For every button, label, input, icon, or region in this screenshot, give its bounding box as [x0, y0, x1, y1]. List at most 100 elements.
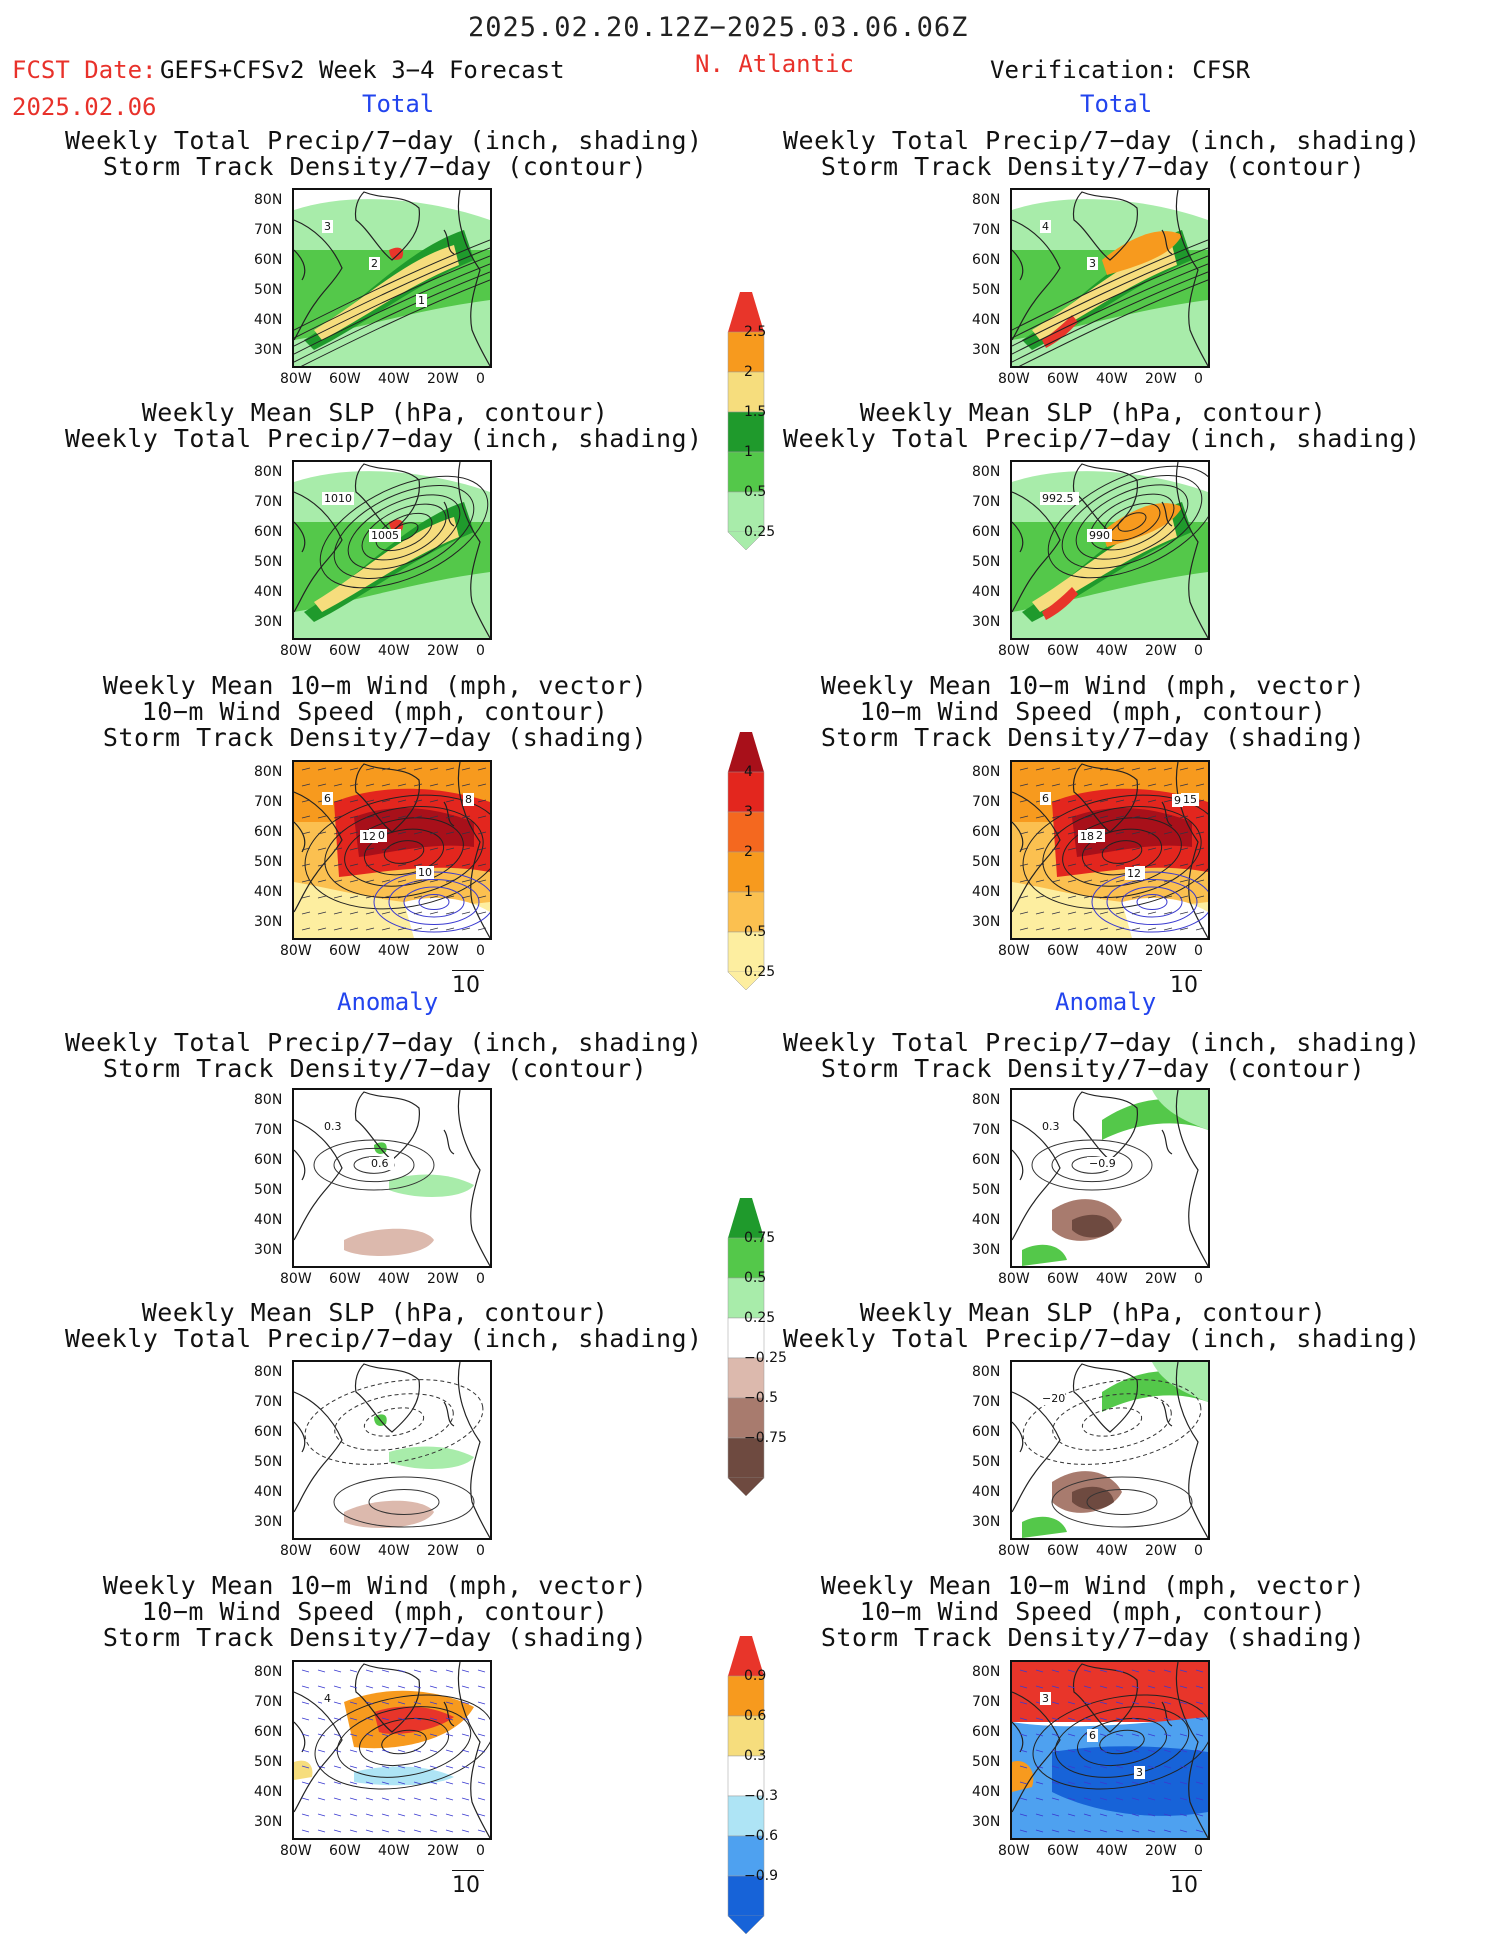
svg-text:15: 15: [1183, 793, 1197, 806]
forecast-total-wind-track-lat-tick: 40N: [254, 884, 283, 900]
verification-total-precip-track-title-line-2: Storm Track Density/7−day (contour): [820, 152, 1366, 181]
forecast-total-precip-track-lon-tick: 20W: [427, 371, 459, 387]
verification-anomaly-precip-track-lat-tick: 60N: [972, 1152, 1001, 1168]
forecast-anomaly-wind-track-lat-tick: 70N: [254, 1694, 283, 1710]
forecast-total-wind-track-lon-tick: 80W: [280, 943, 312, 959]
verification-total-slp-precip-lat-tick: 30N: [972, 614, 1001, 630]
verification-total-wind-track-contour-label: 9: [1172, 794, 1183, 807]
verification-total-wind-track-map: 61291518129: [1010, 760, 1210, 940]
svg-text:1: 1: [418, 294, 425, 307]
svg-text:6: 6: [1042, 792, 1049, 805]
verification-anomaly-precip-track-lon-tick: 80W: [998, 1271, 1030, 1287]
colorbar-total-precip-label: 2.5: [744, 324, 767, 340]
left-anomaly-label: Anomaly: [337, 988, 439, 1016]
forecast-total-wind-track-map: 61010812: [292, 760, 492, 940]
forecast-total-wind-track-contour-label: 10: [416, 866, 434, 879]
colorbar-total-track-label: 0.5: [744, 924, 767, 940]
verification-anomaly-precip-track-lon-tick: 60W: [1047, 1271, 1079, 1287]
svg-text:6: 6: [1089, 1729, 1096, 1742]
verification-total-slp-precip-contour-label: 990: [1087, 529, 1112, 542]
forecast-anomaly-wind-track-lon-tick: 0: [476, 1843, 485, 1859]
svg-text:6: 6: [324, 792, 331, 805]
verification-total-wind-track-lat-tick: 80N: [972, 764, 1001, 780]
forecast-total-wind-track-vector-scale: 10: [452, 970, 484, 998]
verification-anomaly-precip-track-lat-tick: 50N: [972, 1182, 1001, 1198]
forecast-total-precip-track-lon-tick: 0: [476, 371, 485, 387]
forecast-total-slp-precip-lon-tick: 80W: [280, 643, 312, 659]
verification-total-wind-track-lat-tick: 50N: [972, 854, 1001, 870]
verification-anomaly-precip-track-title-line-2: Storm Track Density/7−day (contour): [820, 1054, 1366, 1083]
colorbar-total-precip-label: 1: [744, 444, 753, 460]
forecast-total-precip-track-lat-tick: 50N: [254, 282, 283, 298]
forecast-anomaly-precip-track-lon-tick: 40W: [378, 1271, 410, 1287]
verification-total-precip-track-lat-tick: 80N: [972, 192, 1001, 208]
colorbar-total-track-label: 0.25: [744, 964, 776, 980]
verification-total-precip-track-lat-tick: 50N: [972, 282, 1001, 298]
verification-total-wind-track-lon-tick: 60W: [1047, 943, 1079, 959]
forecast-anomaly-wind-track-lon-tick: 80W: [280, 1843, 312, 1859]
verification-anomaly-wind-track-lon-tick: 60W: [1047, 1843, 1079, 1859]
svg-text:1005: 1005: [371, 529, 399, 542]
verification-total-precip-track-lat-tick: 70N: [972, 222, 1001, 238]
verification-anomaly-slp-precip-title-line-2: Weekly Total Precip/7−day (inch, shading…: [783, 1324, 1421, 1353]
verification-anomaly-slp-precip-title-line-1: Weekly Mean SLP (hPa, contour): [859, 1298, 1327, 1327]
forecast-anomaly-wind-track-lon-tick: 20W: [427, 1843, 459, 1859]
verification-total-wind-track-vector-scale: 10: [1170, 970, 1202, 998]
colorbar-total-track-label: 3: [744, 804, 753, 820]
verification-total-slp-precip-lat-tick: 60N: [972, 524, 1001, 540]
colorbar-total-precip-label: 1.5: [744, 404, 767, 420]
verification-anomaly-slp-precip-lat-tick: 70N: [972, 1394, 1001, 1410]
verification-anomaly-wind-track-lon-tick: 0: [1194, 1843, 1203, 1859]
verification-total-wind-track-title-line-3: Storm Track Density/7−day (shading): [820, 723, 1366, 752]
verification-anomaly-slp-precip-lat-tick: 60N: [972, 1424, 1001, 1440]
forecast-total-slp-precip-lat-tick: 80N: [254, 464, 283, 480]
verification-total-precip-track-contour-label: 3: [1087, 257, 1098, 270]
colorbar-total-track-label: 1: [744, 884, 753, 900]
verification-total-precip-track-lon-tick: 40W: [1096, 371, 1128, 387]
forecast-total-precip-track-contour-label: 3: [322, 220, 333, 233]
forecast-total-wind-track-lon-tick: 60W: [329, 943, 361, 959]
forecast-anomaly-slp-precip-lat-tick: 60N: [254, 1424, 283, 1440]
forecast-anomaly-precip-track-lat-tick: 80N: [254, 1092, 283, 1108]
fcst-model-label: GEFS+CFSv2 Week 3−4 Forecast: [160, 56, 565, 84]
verification-total-wind-track-lat-tick: 30N: [972, 914, 1001, 930]
verification-anomaly-slp-precip-lat-tick: 40N: [972, 1484, 1001, 1500]
verification-anomaly-wind-track-lat-tick: 80N: [972, 1664, 1001, 1680]
svg-text:0.6: 0.6: [371, 1157, 389, 1170]
colorbar-total-precip-label: 2: [744, 364, 753, 380]
forecast-total-wind-track-contour-label: 12: [360, 830, 378, 843]
verification-total-slp-precip-lat-tick: 50N: [972, 554, 1001, 570]
forecast-total-wind-track-contour-label: 8: [463, 793, 474, 806]
colorbar-total-precip: [727, 292, 765, 551]
verification-anomaly-precip-track-lat-tick: 70N: [972, 1122, 1001, 1138]
forecast-anomaly-wind-track-lat-tick: 30N: [254, 1814, 283, 1830]
forecast-anomaly-wind-track-lat-tick: 40N: [254, 1784, 283, 1800]
verification-total-slp-precip-lon-tick: 80W: [998, 643, 1030, 659]
verification-total-wind-track-lat-tick: 40N: [972, 884, 1001, 900]
forecast-anomaly-precip-track-map: 0.3 0.6: [292, 1088, 492, 1268]
forecast-anomaly-slp-precip-lon-tick: 20W: [427, 1543, 459, 1559]
verification-total-slp-precip-lon-tick: 20W: [1145, 643, 1177, 659]
verification-anomaly-wind-track-lat-tick: 30N: [972, 1814, 1001, 1830]
forecast-total-wind-track-title-line-1: Weekly Mean 10−m Wind (mph, vector): [102, 671, 648, 700]
forecast-total-wind-track-title-line-2: 10−m Wind Speed (mph, contour): [141, 697, 609, 726]
verification-total-slp-precip-title-line-1: Weekly Mean SLP (hPa, contour): [859, 398, 1327, 427]
forecast-total-slp-precip-lon-tick: 20W: [427, 643, 459, 659]
forecast-total-precip-track-contour-label: 2: [369, 257, 380, 270]
fcst-date-label: FCST Date:: [12, 56, 157, 84]
forecast-anomaly-precip-track-contour-label: 0.6: [369, 1157, 394, 1170]
colorbar-anom-track-label: 0.3: [744, 1748, 767, 1764]
forecast-anomaly-wind-track-contour-label: 4: [322, 1692, 333, 1705]
svg-text:2: 2: [371, 257, 378, 270]
colorbar-anom-precip: [727, 1198, 765, 1497]
forecast-anomaly-slp-precip-lat-tick: 80N: [254, 1364, 283, 1380]
forecast-total-precip-track-map: 3 2 1: [292, 188, 492, 368]
verification-total-precip-track-lon-tick: 80W: [998, 371, 1030, 387]
verification-anomaly-slp-precip-lat-tick: 50N: [972, 1454, 1001, 1470]
verification-total-slp-precip-title-line-2: Weekly Total Precip/7−day (inch, shading…: [783, 424, 1421, 453]
verification-anomaly-wind-track-lon-tick: 80W: [998, 1843, 1030, 1859]
verification-anomaly-precip-track-contour-label: 0.3: [1040, 1120, 1065, 1133]
forecast-total-slp-precip-title-line-1: Weekly Mean SLP (hPa, contour): [141, 398, 609, 427]
verification-total-slp-precip-lon-tick: 40W: [1096, 643, 1128, 659]
